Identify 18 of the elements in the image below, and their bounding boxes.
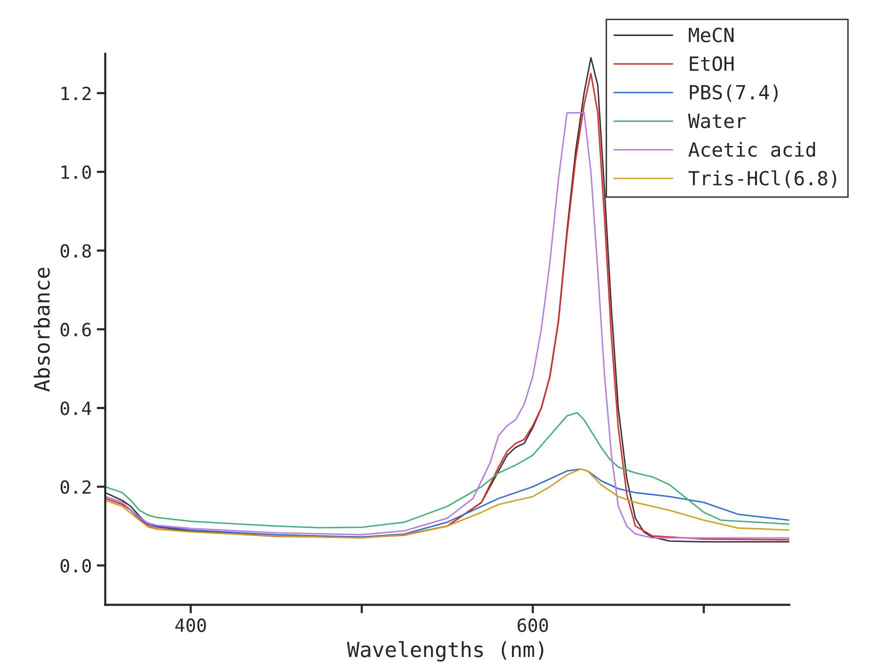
y-tick-label: 0.2 [60,480,91,494]
legend-label: Tris-HCl(6.8) [688,170,836,188]
legend-label: PBS(7.4) [690,84,778,102]
x-tick-label: 600 [518,618,548,632]
y-tick-label: 0.6 [60,322,91,336]
x-axis-title: Wavelengths (nm) [346,641,544,662]
legend-label: Acetic acid [688,142,815,157]
y-tick-label: 0.0 [60,558,91,573]
y-axis-title: Absorbance [34,268,50,392]
y-tick-label: 1.2 [62,86,91,100]
line-series [105,412,790,528]
y-tick-label: 0.8 [60,244,91,258]
y-tick-label: 0.4 [60,402,92,416]
legend-label: EtOH [690,56,734,71]
x-tick-label: 400 [175,618,206,632]
y-tick-label: 1.0 [62,165,91,180]
legend-label: Water [688,114,746,128]
legend-label: MeCN [688,28,734,42]
